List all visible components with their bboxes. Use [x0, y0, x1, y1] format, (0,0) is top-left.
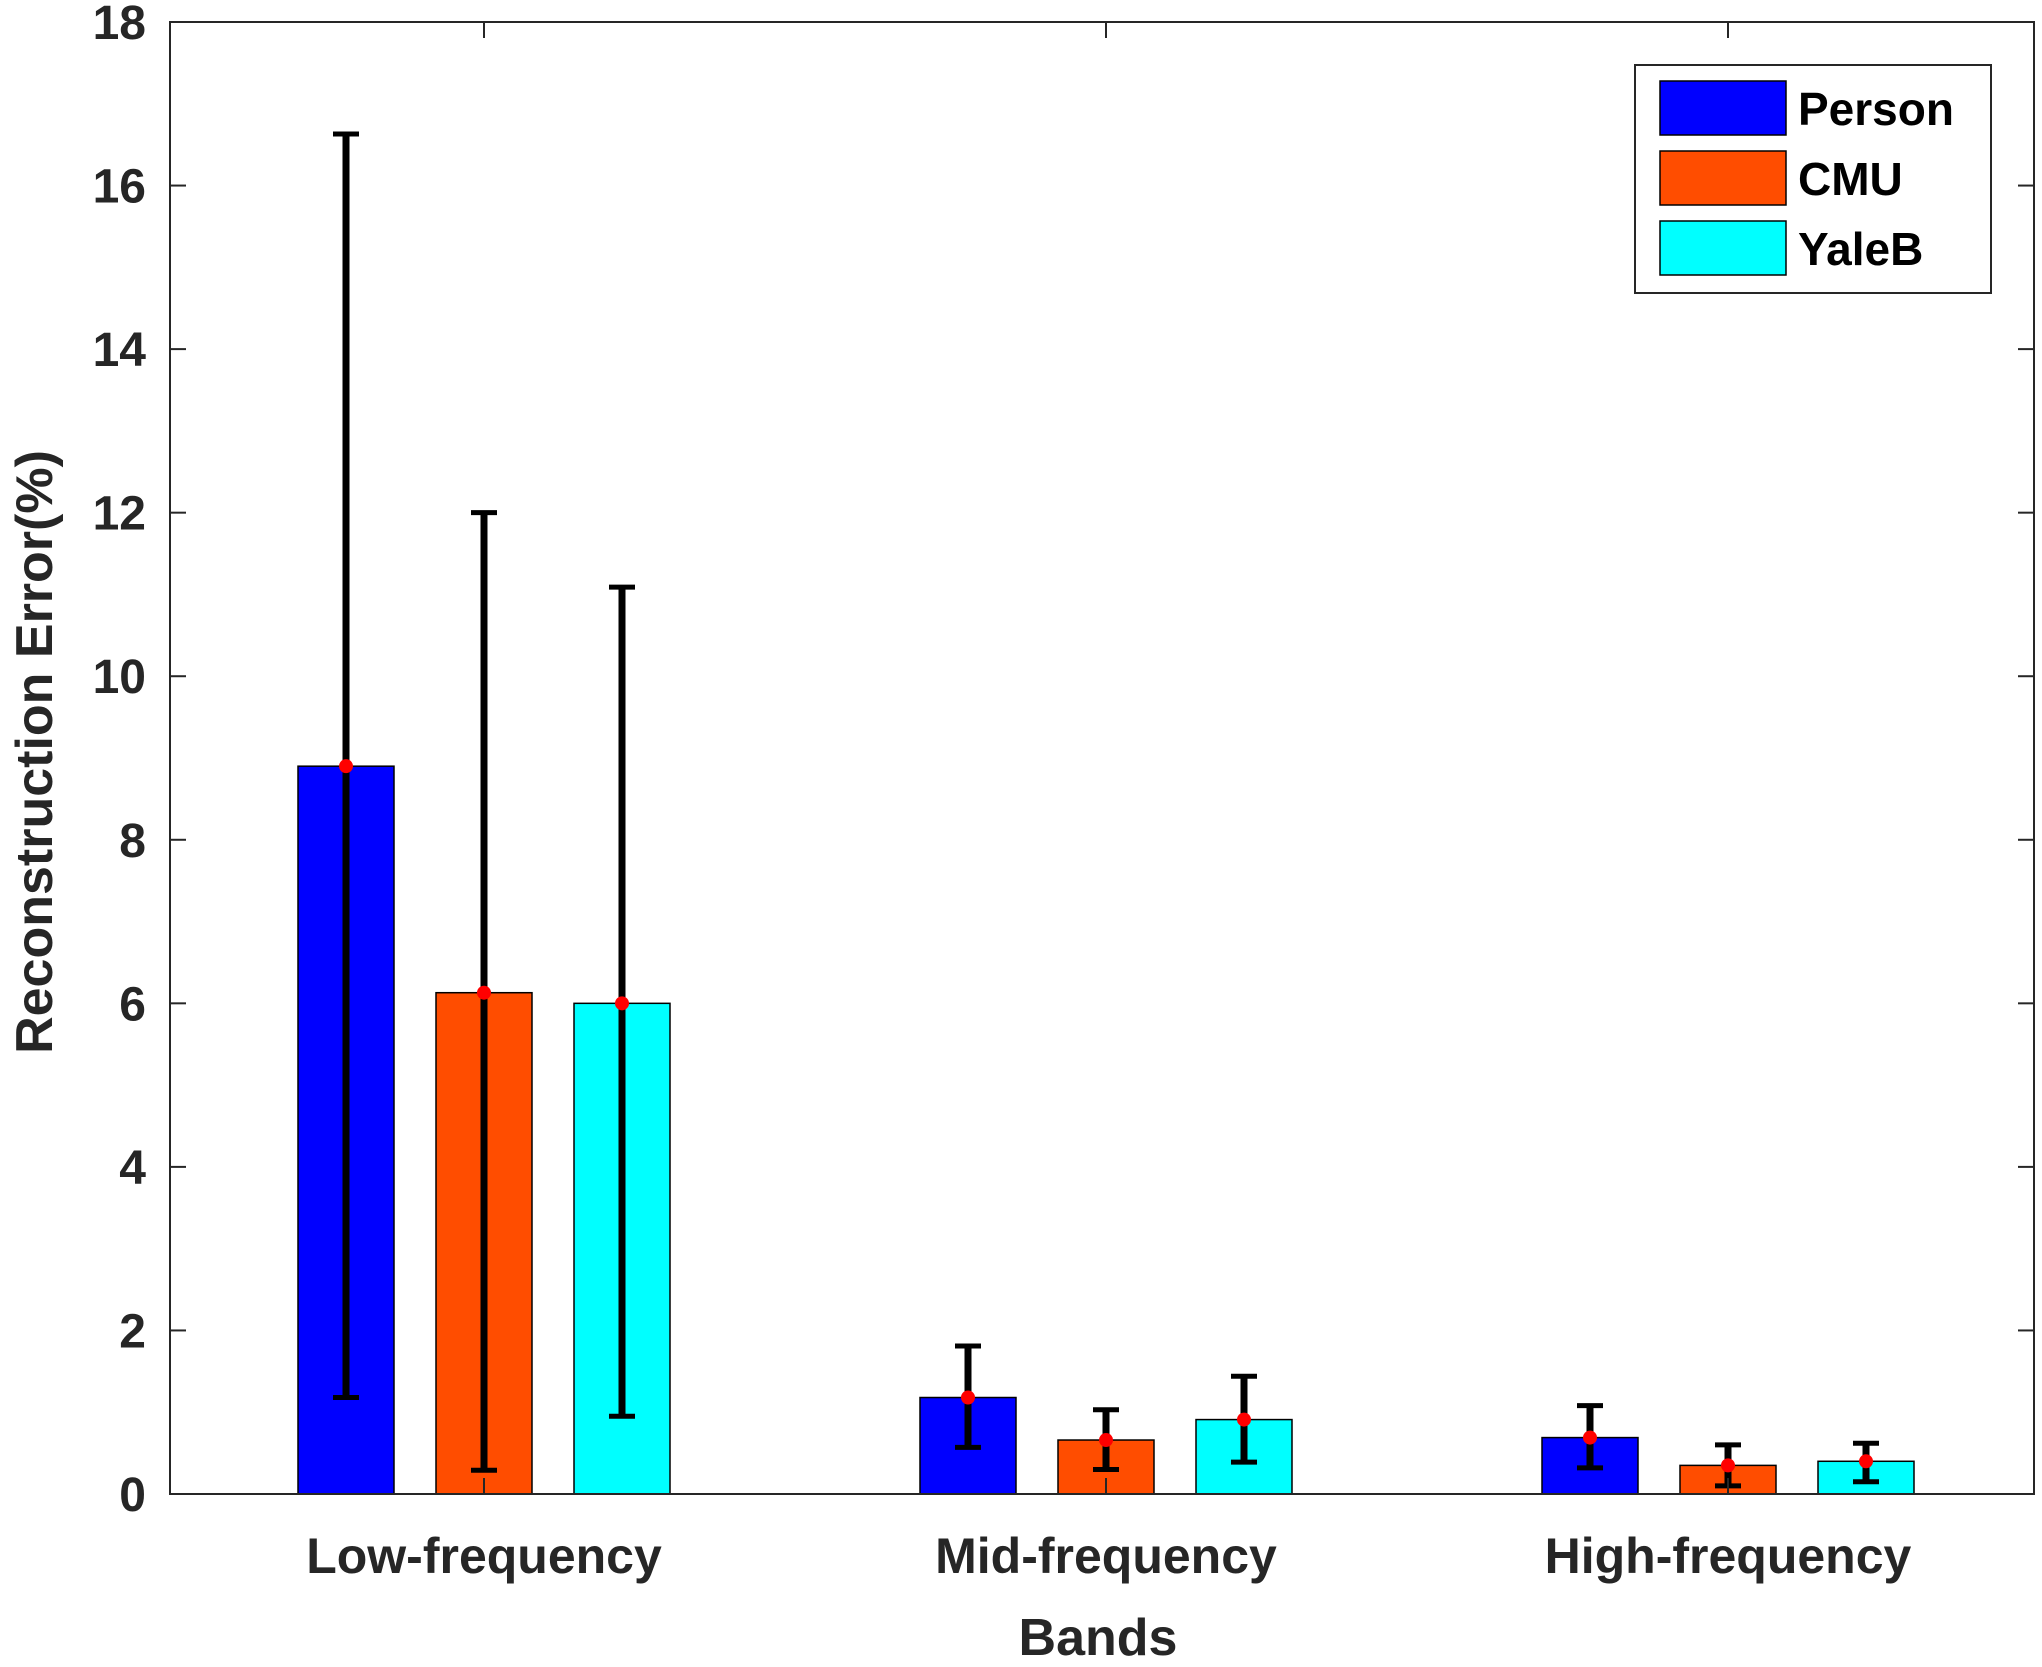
y-tick-label-18: 18: [93, 0, 146, 50]
mean-marker-YaleB-High-frequency: [1859, 1454, 1873, 1469]
y-tick-label-4: 4: [119, 1142, 146, 1195]
legend-label-YaleB: YaleB: [1798, 223, 1923, 275]
mean-marker-CMU-High-frequency: [1721, 1458, 1735, 1473]
mean-marker-Person-Low-frequency: [339, 759, 353, 774]
y-tick-label-0: 0: [119, 1469, 146, 1522]
y-tick-label-10: 10: [93, 651, 146, 704]
y-tick-label-6: 6: [119, 978, 146, 1031]
y-axis-title: Reconstruction Error(%): [6, 450, 64, 1054]
errorbars-layer: [333, 131, 1879, 1489]
legend-label-Person: Person: [1798, 83, 1954, 135]
legend-swatch-Person: [1659, 80, 1787, 136]
mean-marker-YaleB-Low-frequency: [615, 996, 629, 1011]
mean-marker-CMU-Mid-frequency: [1099, 1433, 1113, 1448]
legend-items: Person CMU YaleB: [1659, 80, 1954, 276]
ticks-layer: Low-frequency Mid-frequency High-frequency…: [93, 0, 1912, 1584]
axes-layer: [169, 21, 2035, 1495]
y-tick-label-16: 16: [93, 161, 146, 214]
legend: Person CMU YaleB: [1634, 64, 1992, 294]
mean-marker-Person-Mid-frequency: [961, 1390, 975, 1405]
y-tick-label-2: 2: [119, 1305, 146, 1358]
plot-frame: [169, 21, 2035, 1495]
x-tick-label-Low-frequency: Low-frequency: [306, 1528, 662, 1584]
y-tick-label-8: 8: [119, 815, 146, 868]
x-axis-title: Bands: [1019, 1609, 1178, 1667]
x-tick-label-Mid-frequency: Mid-frequency: [935, 1528, 1277, 1584]
y-tick-label-14: 14: [93, 324, 147, 377]
legend-swatch-YaleB: [1659, 220, 1787, 276]
mean-marker-Person-High-frequency: [1583, 1430, 1597, 1445]
x-tick-label-High-frequency: High-frequency: [1545, 1528, 1912, 1584]
mean-marker-CMU-Low-frequency: [477, 985, 491, 1000]
legend-swatch-CMU: [1659, 150, 1787, 206]
legend-label-CMU: CMU: [1798, 153, 1903, 205]
y-tick-label-12: 12: [93, 488, 146, 541]
mean-marker-YaleB-Mid-frequency: [1237, 1412, 1251, 1427]
